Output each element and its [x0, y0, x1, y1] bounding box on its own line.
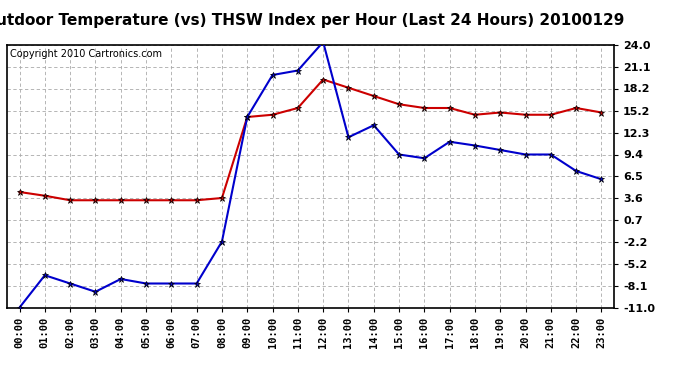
Text: Outdoor Temperature (vs) THSW Index per Hour (Last 24 Hours) 20100129: Outdoor Temperature (vs) THSW Index per …: [0, 13, 624, 28]
Text: Copyright 2010 Cartronics.com: Copyright 2010 Cartronics.com: [10, 49, 162, 59]
